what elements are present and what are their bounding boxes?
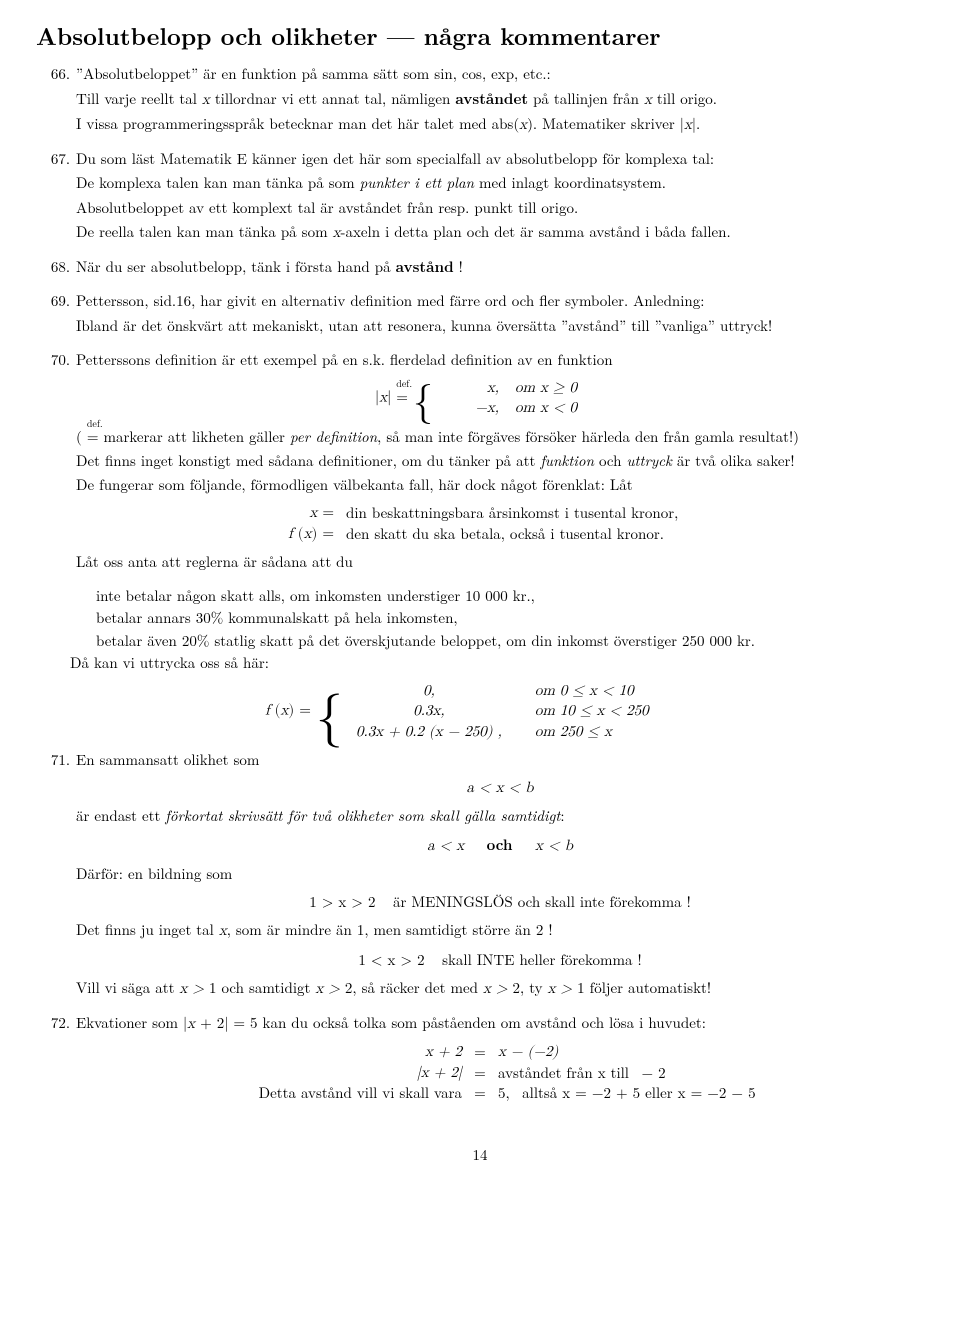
item-number: 67. [36,149,76,247]
equation: f (x) = { 0,om 0 ≤ x < 10 0.3x,om 10 ≤ x… [36,681,924,742]
line: ”Absolutbeloppet” är en funktion på samm… [76,64,924,84]
line: Absolutbeloppet av ett komplext tal är a… [76,198,924,218]
line: Vill vi säga att x > 1 och samtidigt x >… [76,978,924,999]
item-72: 72. Ekvationer som |x + 2| = 5 kan du oc… [36,1013,924,1111]
line: Det finns inget konstigt med sådana defi… [76,451,924,471]
item-66: 66. ”Absolutbeloppet” är en funktion på … [36,64,924,139]
item-body: Pettersson, sid.16, har givit en alterna… [76,291,924,340]
line: Till varje reellt tal x tillordnar vi et… [76,89,924,110]
equation: a < x < b [76,778,924,798]
item-body: En sammansatt olikhet som a < x < b är e… [76,750,924,1003]
line: De reella talen kan man tänka på som x-a… [76,222,924,243]
item-number: 68. [36,257,76,281]
item-71: 71. En sammansatt olikhet som a < x < b … [36,750,924,1003]
line: Petterssons definition är ett exempel på… [76,350,924,370]
item-number: 69. [36,291,76,340]
item-number: 72. [36,1013,76,1111]
line: Ekvationer som |x + 2| = 5 kan du också … [76,1013,924,1034]
item-body: ”Absolutbeloppet” är en funktion på samm… [76,64,924,139]
line: En sammansatt olikhet som [76,750,924,770]
rule-line: inte betalar någon skatt alls, om inkoms… [36,586,924,606]
item-68: 68. När du ser absolutbelopp, tänk i för… [36,257,924,281]
item-body: Petterssons definition är ett exempel på… [76,350,924,576]
line: Låt oss anta att reglerna är sådana att … [76,552,924,572]
rule-line: betalar annars 30% kommunalskatt på hela… [36,608,924,628]
item-number: 66. [36,64,76,139]
item-number: 70. [36,350,76,576]
line: är endast ett förkortat skrivsätt för tv… [76,806,924,826]
item-69: 69. Pettersson, sid.16, har givit en alt… [36,291,924,340]
line: ( def.= markerar att likheten gäller per… [76,427,924,447]
line: Du som läst Matematik E känner igen det … [76,149,924,169]
line: När du ser absolutbelopp, tänk i första … [76,257,924,277]
line: Ibland är det önskvärt att mekaniskt, ut… [76,316,924,336]
line: Pettersson, sid.16, har givit en alterna… [76,291,924,311]
equation: x =din beskattningsbara årsinkomst i tus… [76,503,924,544]
item-70: 70. Petterssons definition är ett exempe… [36,350,924,576]
item-body: När du ser absolutbelopp, tänk i första … [76,257,924,281]
item-body: Ekvationer som |x + 2| = 5 kan du också … [76,1013,924,1111]
equation: 1 > x > 2 är MENINGSLÖS och skall inte f… [76,892,924,912]
line: De fungerar som följande, förmodligen vä… [76,475,924,495]
item-body: Du som läst Matematik E känner igen det … [76,149,924,247]
line: Då kan vi uttrycka oss så här: [36,653,924,673]
equation: x + 2=x − (−2) |x + 2|=avståndet från x … [76,1042,924,1103]
equation: |x| def.= { x,om x ≥ 0 −x,om x < 0 [76,378,924,419]
rule-line: betalar även 20% statlig skatt på det öv… [36,631,924,651]
page-number: 14 [36,1145,924,1165]
line: Därför: en bildning som [76,864,924,884]
line: I vissa programmeringsspråk betecknar ma… [76,114,924,135]
item-number: 71. [36,750,76,1003]
equation: 1 < x > 2 skall INTE heller förekomma ! [76,950,924,970]
line: De komplexa talen kan man tänka på som p… [76,173,924,193]
item-67: 67. Du som läst Matematik E känner igen … [36,149,924,247]
equation: a < x och x < b [76,835,924,856]
line: Det finns ju inget tal x, som är mindre … [76,920,924,941]
page-title: Absolutbelopp och olikheter — några komm… [36,20,924,52]
